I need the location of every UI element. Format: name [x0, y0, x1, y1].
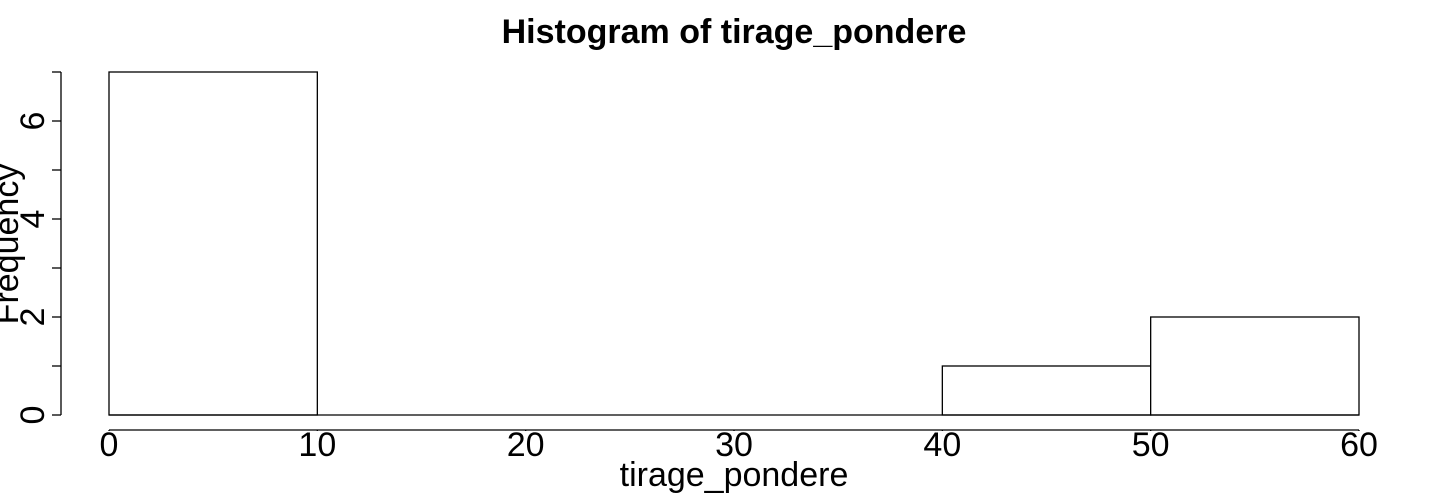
- x-tick-label-30: 30: [715, 426, 753, 464]
- x-axis-label: tirage_pondere: [620, 456, 849, 494]
- x-tick-label-40: 40: [923, 426, 961, 464]
- y-axis-label: Frequency: [0, 164, 26, 325]
- x-tick-label-20: 20: [507, 426, 545, 464]
- y-axis: 0 2 4 6: [14, 71, 62, 425]
- y-tick-label-4: 4: [14, 210, 52, 229]
- bars-group: [108, 71, 1360, 416]
- x-tick-label-60: 60: [1340, 426, 1378, 464]
- x-tick-label-50: 50: [1132, 426, 1170, 464]
- y-tick-label-0: 0: [14, 406, 52, 425]
- histogram-bar-40-50: [941, 365, 1152, 416]
- x-axis: 0 10 20 30 40 50 60: [100, 426, 1378, 464]
- y-tick-label-2: 2: [14, 308, 52, 327]
- x-tick-label-0: 0: [100, 426, 119, 464]
- chart-title: Histogram of tirage_pondere: [502, 13, 967, 51]
- x-tick-label-10: 10: [298, 426, 336, 464]
- y-tick-label-6: 6: [14, 112, 52, 131]
- histogram-bar-0-10: [108, 71, 318, 416]
- histogram-bar-50-60: [1150, 316, 1360, 416]
